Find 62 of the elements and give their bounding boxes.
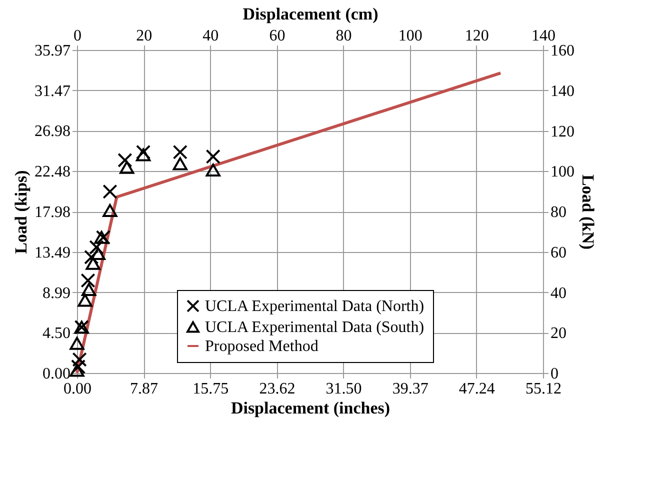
x-tick-label: 7.87 [130,380,158,398]
x2-tick-label: 0 [74,28,82,44]
point [172,144,188,160]
y-tick-label: 26.98 [34,123,70,140]
legend-label: UCLA Experimental Data (North) [205,298,424,315]
point [136,148,151,162]
x-tick-label: 15.75 [192,380,229,398]
point [206,164,220,177]
y-tick-label: 35.97 [34,42,70,60]
y2-tick-label: 40 [550,284,566,302]
y-tick-label: 22.48 [34,164,70,181]
x-tick-label: 31.50 [326,380,362,398]
point [206,149,220,164]
point [136,144,151,160]
point [86,256,100,270]
point [70,359,86,374]
x-tick-label: 55.12 [526,380,562,398]
y-tick-label: 13.49 [34,244,70,262]
point [118,152,132,168]
y-tick-label: 0.00 [42,366,70,382]
point [172,157,188,170]
y2-tick-label: 0 [550,366,558,382]
y2-tick-label: 100 [550,164,574,181]
point [78,294,92,307]
y-tick-label: 4.50 [42,325,70,342]
point [89,240,104,255]
y-tick-label: 8.99 [42,284,70,302]
x2-tick-label: 80 [336,28,352,44]
y2-axis-title: Load (kN) [578,174,598,250]
point [70,336,84,350]
y-tick-label: 31.47 [34,82,70,100]
x2-tick-label: 140 [532,28,556,44]
point [90,247,106,260]
x2-tick-label: 100 [398,28,422,44]
x2-tick-label: 60 [269,28,286,44]
point [72,352,87,367]
x2-tick-label: 20 [136,28,152,44]
x2-tick-label: 120 [464,28,489,44]
y-tick-label: 17.98 [34,204,70,222]
x-tick-label: 23.62 [259,380,296,398]
point [102,204,118,217]
y2-tick-label: 20 [550,325,566,342]
x-tick-label: 47.24 [458,380,495,398]
x2-axis-title: Displacement (cm) [242,4,378,24]
y2-tick-label: 120 [550,123,574,140]
point [102,184,118,199]
point [120,160,134,174]
y2-tick-label: 140 [550,82,574,100]
x2-tick-label: 40 [202,28,219,44]
y-axis-title: Load (kips) [12,170,30,254]
point [70,364,84,377]
legend-label: Proposed Method [205,338,318,355]
x-tick-label: 39.37 [392,380,428,398]
y2-tick-label: 160 [550,42,574,60]
point [82,283,96,296]
y2-tick-label: 60 [550,244,566,262]
y2-tick-label: 80 [550,204,566,221]
point [80,273,96,288]
x-tick-label: 0.00 [64,380,92,398]
x-axis-title: Displacement (inches) [230,398,390,418]
legend-label: UCLA Experimental Data (South) [205,319,424,336]
point [84,250,99,264]
